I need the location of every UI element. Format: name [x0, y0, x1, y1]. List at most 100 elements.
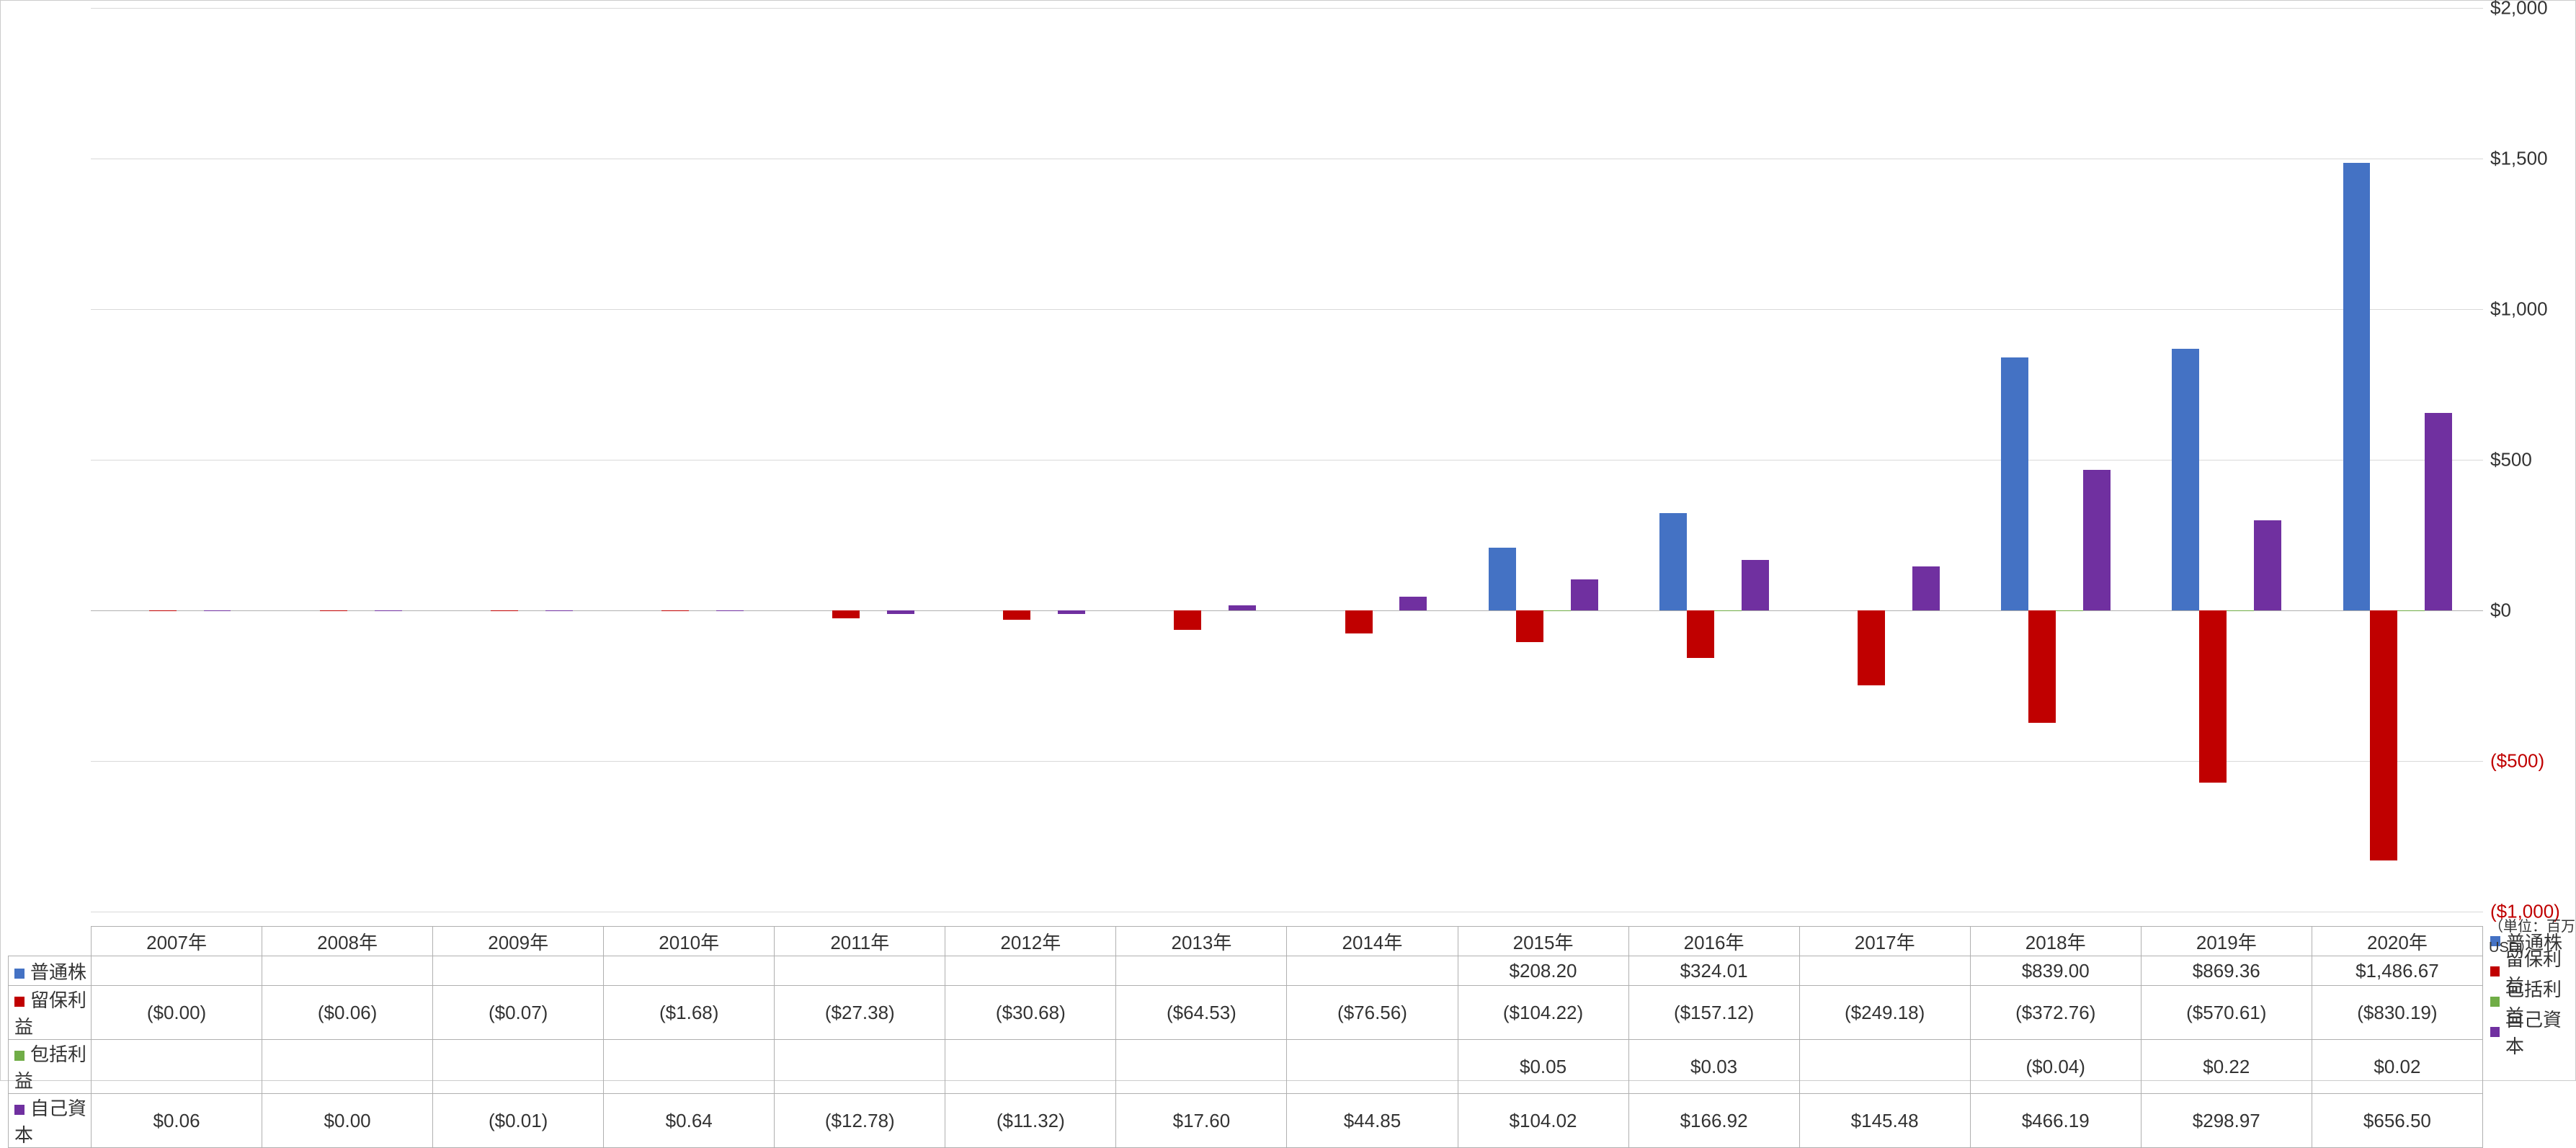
bar: [1003, 610, 1030, 620]
plot-area: $2,000$1,500$1,000$500$0($500)($1,000): [91, 8, 2483, 912]
table-cell: ($0.06): [262, 986, 433, 1040]
table-cell: [604, 1040, 775, 1094]
table-cell: $145.48: [1799, 1094, 1970, 1148]
table-cell: [604, 956, 775, 986]
category-label: 2007年: [92, 927, 262, 956]
category: [432, 8, 603, 912]
bar: [149, 610, 177, 611]
category: [91, 8, 262, 912]
table-cell: $104.02: [1458, 1094, 1628, 1148]
ytick-label: $2,000: [2490, 0, 2562, 19]
bar: [1489, 548, 1516, 610]
bar: [2172, 349, 2199, 610]
category: [1799, 8, 1970, 912]
bar: [1659, 513, 1687, 610]
bar: [1229, 605, 1256, 610]
table-cell: ($76.56): [1287, 986, 1458, 1040]
table-cell: ($104.22): [1458, 986, 1628, 1040]
category-label: 2009年: [433, 927, 604, 956]
bar: [1858, 610, 1885, 685]
table-cell: $869.36: [2141, 956, 2312, 986]
legend-item: 自己資本: [2490, 1017, 2575, 1047]
legend-marker: [2490, 1027, 2500, 1037]
bar: [2227, 610, 2254, 611]
category: [603, 8, 774, 912]
bar: [1543, 610, 1571, 611]
ytick-label: $1,000: [2490, 298, 2562, 321]
bar: [1912, 566, 1940, 610]
unit-note: （単位：百万USD）: [2489, 915, 2575, 956]
category-label: 2018年: [1970, 927, 2141, 956]
category: [2312, 8, 2483, 912]
table-cell: ($830.19): [2312, 986, 2482, 1040]
bar: [1174, 610, 1201, 630]
table-cell: [262, 1040, 433, 1094]
ytick-label: ($500): [2490, 750, 2562, 773]
bar: [2199, 610, 2227, 783]
table-cell: ($1.68): [604, 986, 775, 1040]
category: [1116, 8, 1287, 912]
bar: [887, 610, 914, 614]
table-cell: ($11.32): [945, 1094, 1116, 1148]
bar: [1516, 610, 1543, 642]
table-row: 普通株$208.20$324.01$839.00$869.36$1,486.67: [9, 956, 2483, 986]
bar: [2028, 610, 2056, 723]
table-row: 自己資本$0.06$0.00($0.01)$0.64($12.78)($11.3…: [9, 1094, 2483, 1148]
table-cell: $0.00: [262, 1094, 433, 1148]
table-cell: [1116, 956, 1287, 986]
table-cell: ($372.76): [1970, 986, 2141, 1040]
table-cell: $466.19: [1970, 1094, 2141, 1148]
table-cell: [433, 956, 604, 986]
category: [775, 8, 945, 912]
bar: [1714, 610, 1742, 611]
table-cell: $0.03: [1628, 1040, 1799, 1094]
table-cell: [92, 1040, 262, 1094]
category: [262, 8, 432, 912]
legend-marker: [14, 1105, 24, 1115]
bar: [2370, 610, 2397, 860]
table-cell: $298.97: [2141, 1094, 2312, 1148]
table-cell: [1799, 1040, 1970, 1094]
table-row: 包括利益$0.05$0.03($0.04)$0.22$0.02: [9, 1040, 2483, 1094]
bar: [2397, 610, 2425, 611]
table-cell: ($249.18): [1799, 986, 1970, 1040]
table-cell: $0.06: [92, 1094, 262, 1148]
ytick-label: $1,500: [2490, 148, 2562, 170]
series-label: 自己資本: [9, 1094, 92, 1148]
legend-marker: [2490, 997, 2500, 1007]
ytick-label: $500: [2490, 449, 2562, 471]
table-cell: [262, 956, 433, 986]
legend-label: 自己資本: [2505, 1005, 2575, 1059]
category-label: 2010年: [604, 927, 775, 956]
table-cell: [92, 956, 262, 986]
bar: [716, 610, 744, 611]
table-cell: $166.92: [1628, 1094, 1799, 1148]
bar: [320, 610, 347, 611]
bar: [2425, 413, 2452, 610]
table-cell: $17.60: [1116, 1094, 1287, 1148]
table-cell: ($12.78): [775, 1094, 945, 1148]
table-cell: $208.20: [1458, 956, 1628, 986]
bar: [2001, 357, 2028, 610]
table-cell: $1,486.67: [2312, 956, 2482, 986]
bar: [2056, 610, 2083, 611]
data-table: 2007年2008年2009年2010年2011年2012年2013年2014年…: [8, 926, 2483, 1148]
category: [1458, 8, 1628, 912]
category-label: 2011年: [775, 927, 945, 956]
legend-marker: [14, 1051, 24, 1061]
category-label: 2014年: [1287, 927, 1458, 956]
bar: [491, 610, 518, 611]
table-cell: ($0.04): [1970, 1040, 2141, 1094]
table-cell: $0.02: [2312, 1040, 2482, 1094]
series-label: 包括利益: [9, 1040, 92, 1094]
table-cell: [945, 956, 1116, 986]
table-cell: $0.05: [1458, 1040, 1628, 1094]
series-label: 普通株: [9, 956, 92, 986]
table-cell: [775, 1040, 945, 1094]
category-label: 2019年: [2141, 927, 2312, 956]
legend-marker: [14, 997, 24, 1007]
table-cell: ($30.68): [945, 986, 1116, 1040]
bar: [2343, 163, 2371, 610]
table-cell: ($0.07): [433, 986, 604, 1040]
table-cell: ($0.00): [92, 986, 262, 1040]
